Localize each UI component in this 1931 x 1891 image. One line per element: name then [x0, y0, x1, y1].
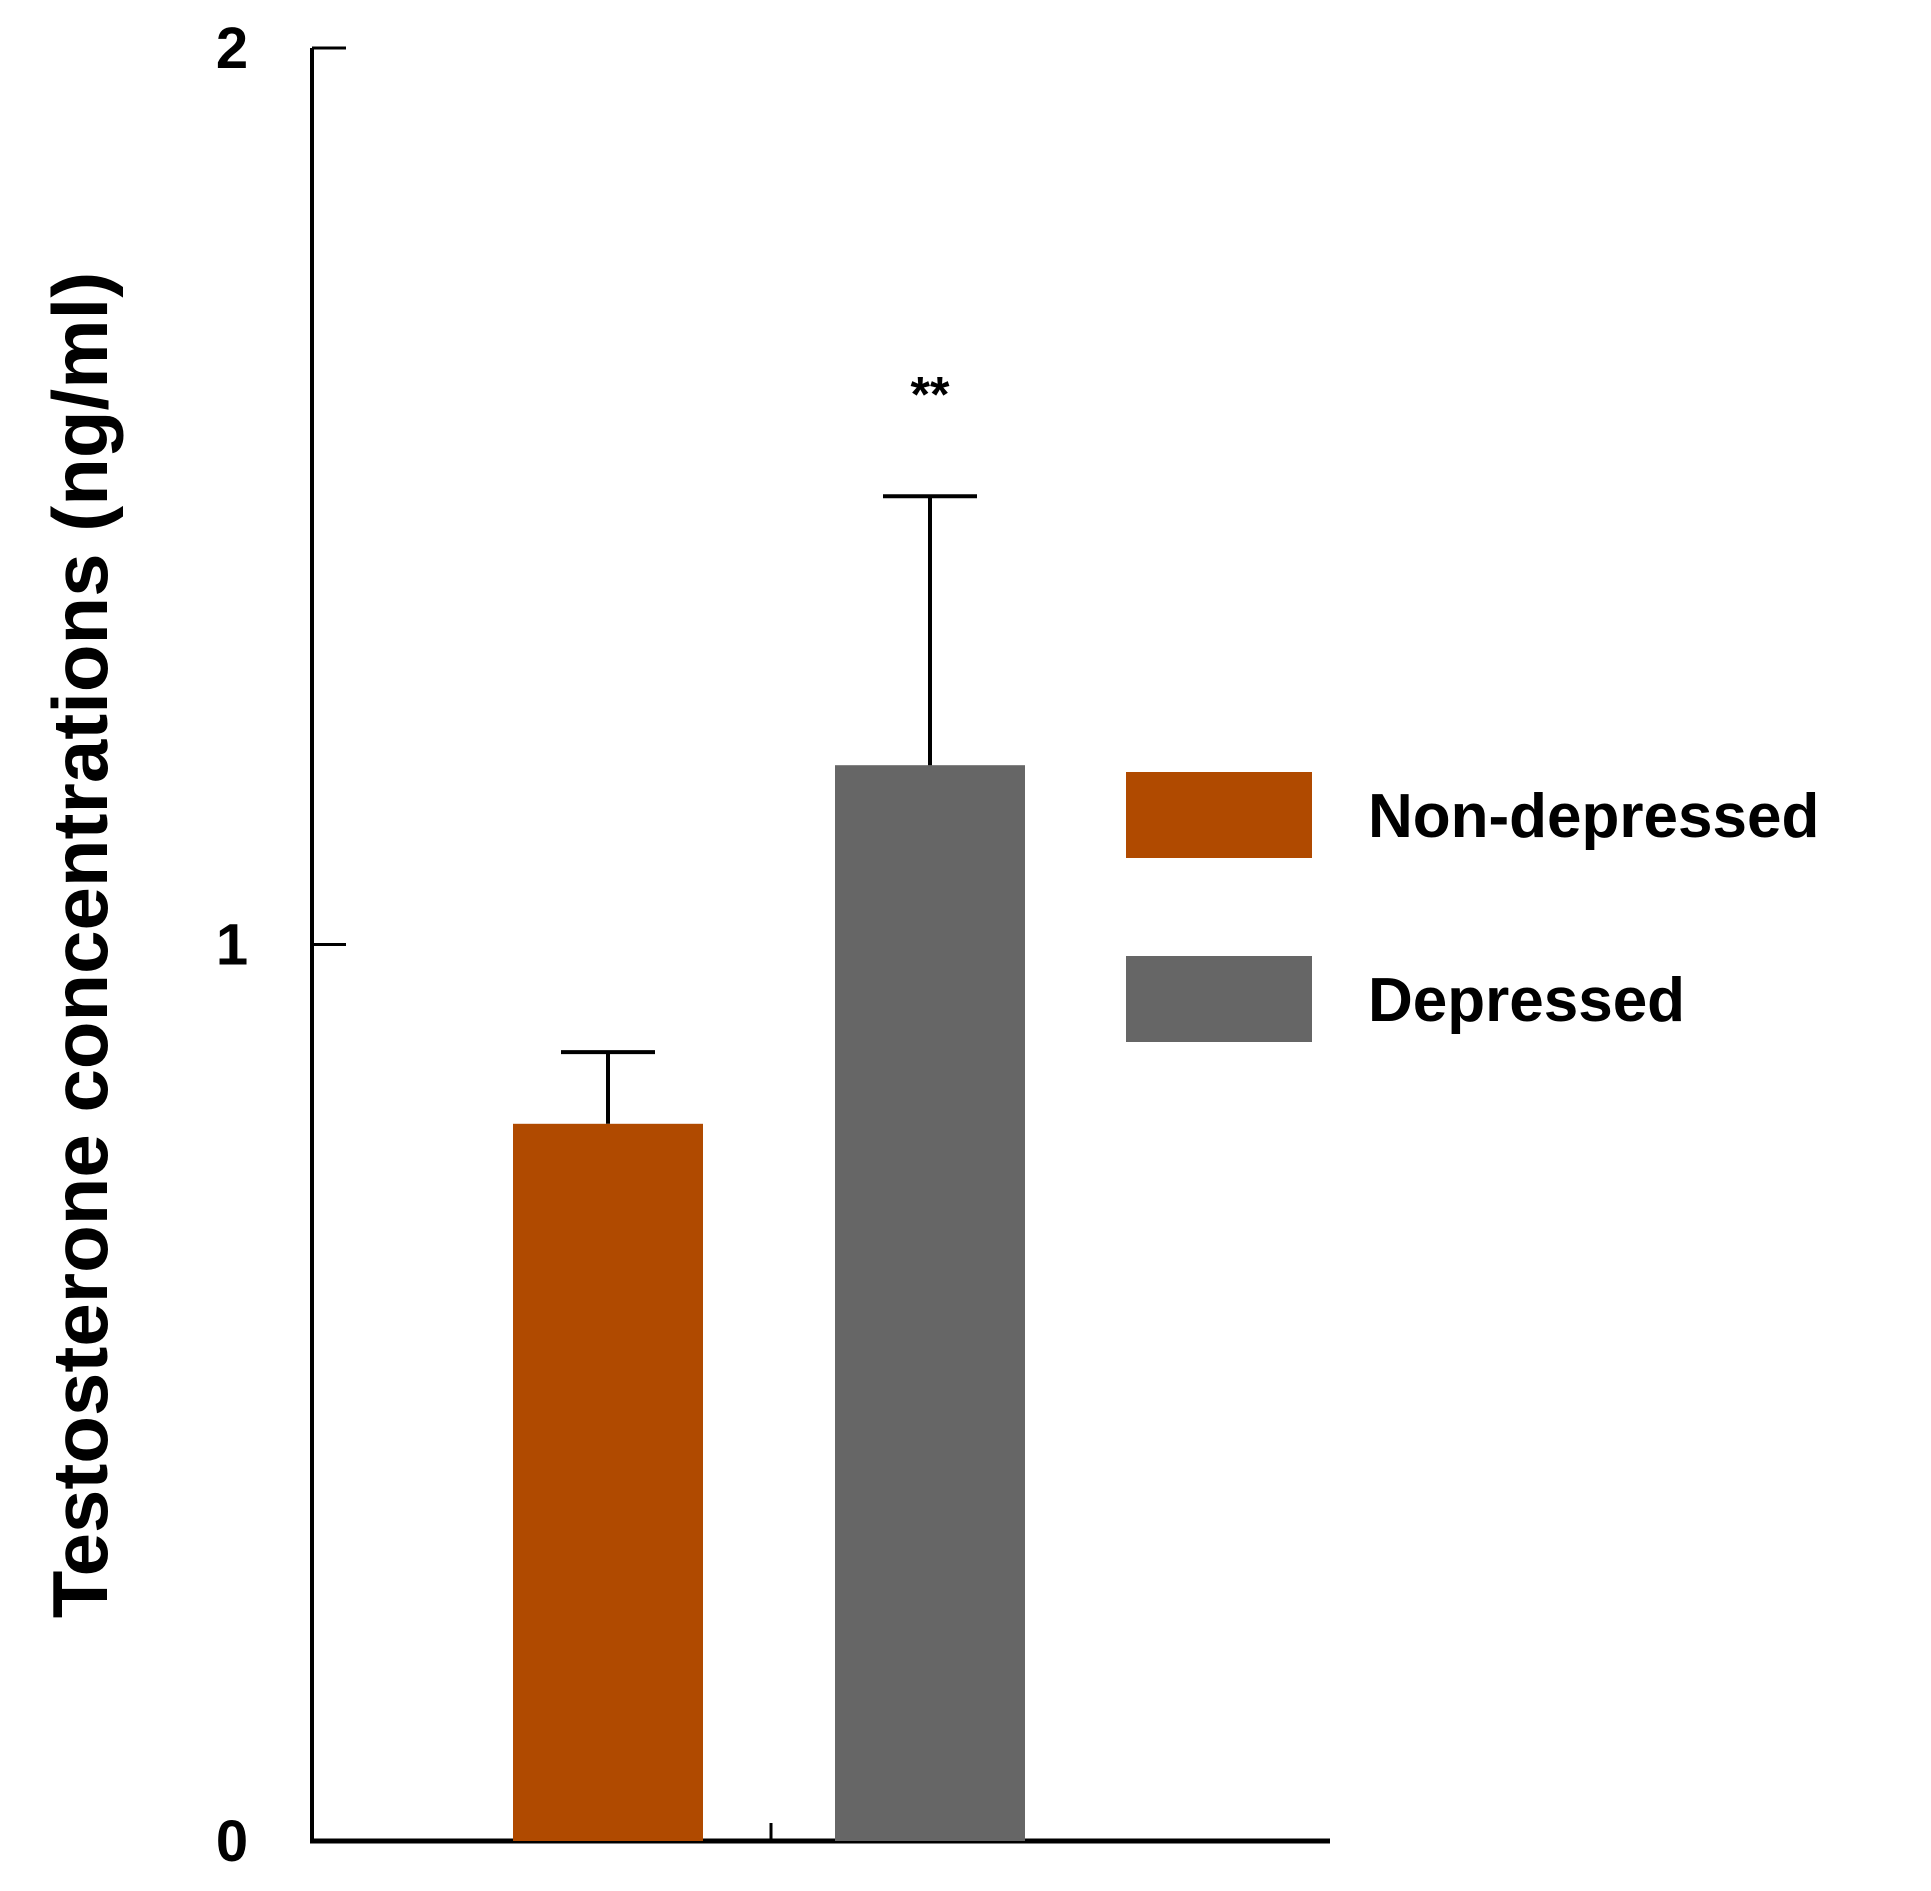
legend: Non-depressed Depressed — [1126, 772, 1819, 1042]
y-axis-title: Testosterone concentrations (ng/ml) — [36, 272, 124, 1618]
legend-swatch — [1126, 956, 1312, 1042]
annotations: ** — [911, 366, 950, 422]
bars — [513, 765, 1025, 1842]
y-tick-label: 2 — [216, 16, 248, 81]
legend-swatch — [1126, 772, 1312, 858]
bar-non-depressed — [513, 1123, 703, 1841]
error-bars — [561, 494, 977, 1124]
bar-depressed — [835, 765, 1025, 1842]
y-tick-label: 1 — [216, 913, 248, 978]
legend-label: Non-depressed — [1368, 782, 1819, 851]
y-ticks: 0 1 2 — [216, 16, 346, 1874]
y-tick-label: 0 — [216, 1809, 248, 1874]
significance-annotation: ** — [911, 366, 950, 422]
legend-label: Depressed — [1368, 966, 1685, 1035]
